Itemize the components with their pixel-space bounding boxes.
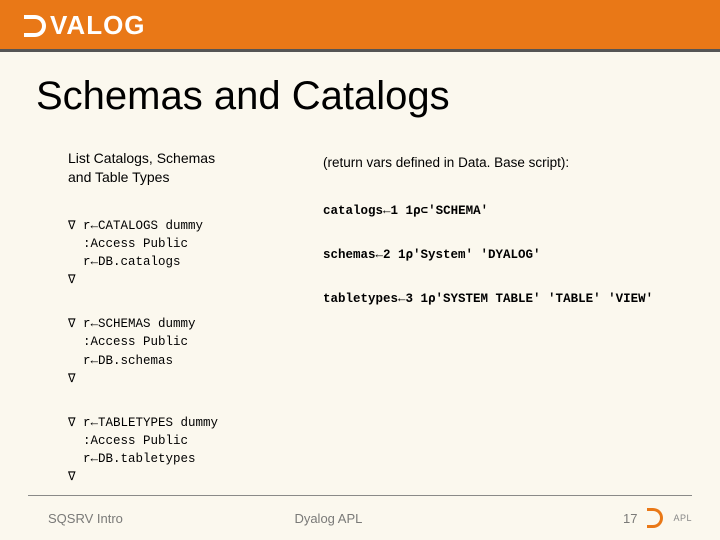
footer-apl-tag: APL (673, 513, 692, 523)
result-schemas: schemas←2 1⍴'System' 'DYALOG' (323, 244, 690, 262)
footer-left: SQSRV Intro (48, 511, 294, 526)
code-block-catalogs: ∇ r←CATALOGS dummy :Access Public r←DB.c… (68, 217, 303, 290)
intro-left: List Catalogs, Schemas and Table Types (68, 149, 303, 187)
left-column: List Catalogs, Schemas and Table Types ∇… (68, 149, 303, 512)
result-catalogs: catalogs←1 1⍴⊂'SCHEMA' (323, 200, 690, 218)
top-bar: VALOG (0, 0, 720, 52)
intro-left-line2: and Table Types (68, 169, 169, 185)
footer-d-icon (647, 508, 663, 528)
content-area: List Catalogs, Schemas and Table Types ∇… (0, 119, 720, 512)
footer-right: 17 APL (623, 508, 692, 528)
intro-right: (return vars defined in Data. Base scrip… (323, 155, 690, 170)
page-number: 17 (623, 511, 637, 526)
code-block-tabletypes: ∇ r←TABLETYPES dummy :Access Public r←DB… (68, 414, 303, 487)
logo-text: VALOG (50, 10, 146, 41)
footer-mid: Dyalog APL (294, 511, 623, 526)
right-column: (return vars defined in Data. Base scrip… (323, 149, 690, 512)
footer: SQSRV Intro Dyalog APL 17 APL (0, 496, 720, 540)
result-tabletypes: tabletypes←3 1⍴'SYSTEM TABLE' 'TABLE' 'V… (323, 288, 690, 306)
slide-title: Schemas and Catalogs (0, 52, 720, 119)
code-block-schemas: ∇ r←SCHEMAS dummy :Access Public r←DB.sc… (68, 315, 303, 388)
logo-d-icon (24, 15, 46, 37)
dyalog-logo: VALOG (24, 10, 146, 41)
intro-left-line1: List Catalogs, Schemas (68, 150, 215, 166)
